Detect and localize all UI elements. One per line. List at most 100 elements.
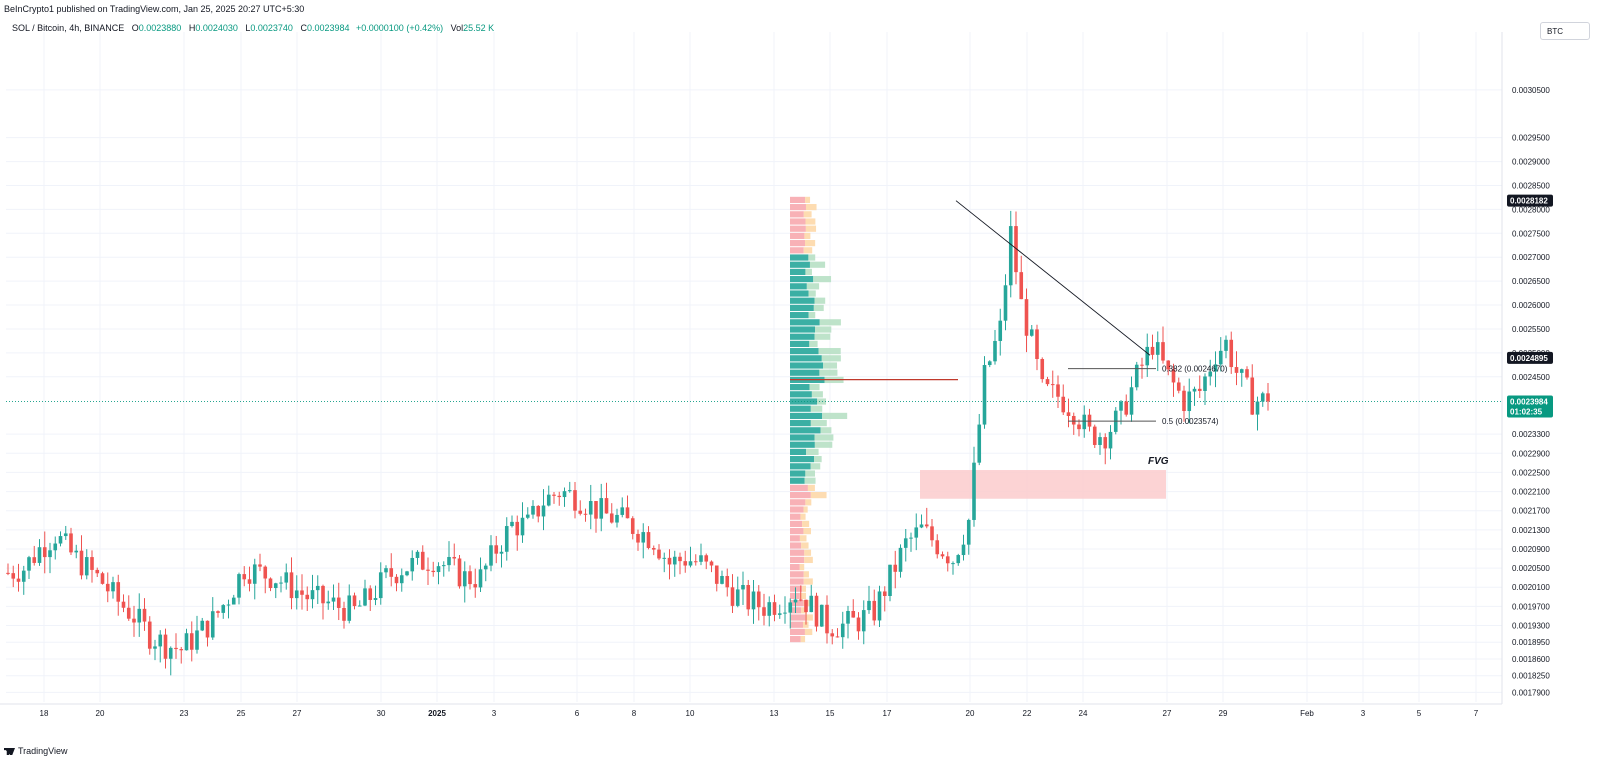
candle-body — [342, 607, 346, 621]
candle-body — [1056, 384, 1060, 397]
volume-profile-row — [803, 247, 813, 254]
candle-body — [966, 519, 971, 545]
volume-profile — [790, 196, 848, 643]
candle-body — [730, 587, 735, 606]
candle-body — [809, 595, 814, 613]
candle-body — [825, 604, 829, 634]
trendline[interactable] — [955, 200, 1151, 356]
volume-profile-row — [803, 621, 809, 628]
volume-profile-row — [810, 463, 821, 470]
volume-profile-row — [790, 326, 815, 333]
time-tick-label: 8 — [632, 709, 637, 718]
volume-profile-row — [809, 261, 826, 268]
volume-profile-row — [790, 247, 804, 254]
volume-profile-row — [813, 304, 824, 312]
candle-body — [452, 556, 457, 559]
volume-profile-row — [814, 297, 826, 304]
candle-body — [100, 573, 105, 584]
fvg-zone[interactable] — [920, 470, 1166, 499]
volume-profile-row — [790, 621, 804, 628]
candle-body — [835, 636, 840, 638]
candle-body — [221, 605, 226, 613]
time-tick-label: 7 — [1474, 709, 1479, 718]
candle-body — [279, 582, 283, 584]
volume-profile-row — [820, 427, 832, 434]
volume-profile-row — [811, 391, 823, 398]
candle-body — [1155, 342, 1160, 355]
candle-body — [184, 633, 189, 651]
time-tick-label: 27 — [293, 709, 302, 718]
top-bar: BeInCrypto1 published on TradingView.com… — [0, 0, 1600, 18]
candle-body — [147, 621, 152, 649]
candle-body — [63, 533, 68, 537]
candle-body — [478, 569, 483, 588]
candle-body — [793, 599, 798, 603]
candle-body — [27, 557, 31, 571]
price-tick-label: 0.0017900 — [1512, 688, 1550, 697]
candle-body — [993, 340, 997, 362]
candle-body — [368, 588, 373, 600]
volume-profile-row — [807, 484, 815, 492]
candle-body — [1208, 371, 1213, 377]
candle-body — [688, 561, 693, 566]
candle-body — [877, 591, 882, 621]
candle-body — [378, 572, 383, 599]
volume-profile-row — [805, 196, 811, 204]
volume-profile-row — [799, 592, 807, 600]
time-tick-label: 22 — [1023, 709, 1032, 718]
candle-body — [1061, 396, 1066, 413]
candle-body — [1019, 272, 1024, 300]
candle-body — [1003, 285, 1008, 321]
volume-profile-row — [790, 276, 814, 283]
volume-profile-row — [814, 441, 833, 448]
price-tick-label: 0.0029000 — [1512, 158, 1550, 167]
candle-body — [179, 649, 184, 651]
candle-body — [1077, 424, 1081, 430]
candle-body — [363, 588, 367, 606]
candle-body — [830, 633, 835, 637]
price-axis[interactable]: 0.0030500 0.0029500 0.0029000 0.0028500 0.00… — [1501, 32, 1550, 704]
candle-body — [473, 584, 478, 588]
candle-body — [1045, 379, 1050, 385]
candle-body — [21, 570, 26, 582]
volume-profile-row — [804, 477, 816, 484]
candle-body — [200, 620, 205, 631]
volume-profile-row — [800, 636, 806, 643]
candle-body — [903, 538, 908, 548]
candle-body — [289, 572, 294, 599]
symbol-title[interactable]: SOL / Bitcoin, 4h, BINANCE — [12, 23, 125, 33]
candle-body — [216, 611, 220, 613]
volume-profile-row — [790, 204, 806, 211]
candle-body — [867, 600, 871, 611]
volume-profile-row — [799, 535, 807, 542]
candle-body — [861, 610, 866, 632]
time-axis[interactable]: 18 20 23 25 27 30 2025 3 6 8 10 13 15 17 20 22 24 27 29 Feb… — [0, 703, 1502, 718]
candle-body — [699, 555, 703, 562]
volume-profile-row — [803, 578, 813, 585]
candle-body — [525, 514, 530, 518]
currency-selector[interactable]: BTC — [1540, 22, 1590, 40]
price-tick-label: 0.0020500 — [1512, 564, 1550, 573]
symbol-legend: SOL / Bitcoin, 4h, BINANCE O0.0023880 H0… — [12, 23, 494, 33]
price-tick-label: 0.0018950 — [1512, 638, 1550, 647]
volume-profile-row — [790, 513, 801, 520]
candle-body — [489, 545, 493, 566]
price-tick-label: 0.0025500 — [1512, 325, 1550, 334]
volume-profile-row — [790, 319, 820, 326]
candle-body — [384, 568, 388, 573]
countdown-text: 01:02:35 — [1510, 407, 1543, 416]
candle-body — [95, 569, 100, 574]
candle-body — [16, 578, 21, 582]
candle-body — [504, 526, 509, 552]
volume-profile-row — [790, 225, 806, 232]
price-tick-label: 0.0022500 — [1512, 468, 1550, 477]
candle-body — [798, 599, 803, 601]
candle-body — [69, 533, 73, 553]
time-tick-label: Feb — [1300, 709, 1314, 718]
candle-body — [447, 556, 451, 566]
candle-body — [709, 561, 714, 566]
candle-body — [163, 634, 168, 659]
time-tick-label: 27 — [1163, 709, 1172, 718]
volume-profile-row — [790, 585, 803, 592]
